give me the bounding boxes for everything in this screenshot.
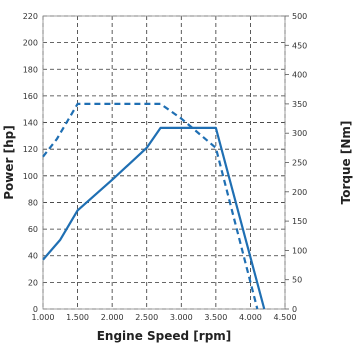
y-tick-label: 80 xyxy=(28,198,38,207)
x-axis-ticks: 1.000 1.500 2.000 2.500 3.000 3.500 4.000 4.500 xyxy=(32,313,297,322)
x-tick-label: 4.500 xyxy=(274,313,297,322)
plot-frame xyxy=(42,15,286,310)
y-tick-label: 220 xyxy=(23,12,38,21)
x-tick-label: 4.000 xyxy=(239,313,262,322)
y2-tick-label: 50 xyxy=(292,276,302,285)
power-series-line xyxy=(42,126,266,310)
y-axis-title: Power [hp] xyxy=(2,125,16,199)
x-tick-label: 1.500 xyxy=(66,313,89,322)
y-tick-label: 120 xyxy=(23,145,38,154)
grid-lines xyxy=(42,15,286,310)
y-tick-label: 160 xyxy=(23,92,38,101)
y-tick-label: 140 xyxy=(23,119,38,128)
y2-tick-label: 250 xyxy=(292,159,307,168)
series-group xyxy=(42,102,266,310)
y2-axis-ticks: 0 50 100 150 200 250 300 350 400 450 500 xyxy=(285,12,307,314)
y-tick-label: 100 xyxy=(23,172,38,181)
y-tick-label: 60 xyxy=(28,225,38,234)
y2-tick-label: 500 xyxy=(292,12,307,21)
y-tick-label: 0 xyxy=(33,305,38,314)
y2-axis-title: Torque [Nm] xyxy=(339,121,353,205)
y-tick-label: 180 xyxy=(23,65,38,74)
x-axis-title: Engine Speed [rpm] xyxy=(97,329,232,343)
y2-tick-label: 400 xyxy=(292,71,307,80)
y2-tick-label: 350 xyxy=(292,100,307,109)
x-tick-label: 3.000 xyxy=(170,313,193,322)
y-axis-ticks: 0 20 40 60 80 100 120 140 160 180 200 220 xyxy=(23,12,38,314)
y2-tick-label: 150 xyxy=(292,217,307,226)
y2-tick-label: 200 xyxy=(292,188,307,197)
torque-series-line xyxy=(42,102,259,310)
x-tick-label: 2.000 xyxy=(101,313,124,322)
y-tick-label: 200 xyxy=(23,39,38,48)
y-tick-label: 40 xyxy=(28,252,38,261)
x-tick-label: 1.000 xyxy=(32,313,55,322)
y2-tick-label: 100 xyxy=(292,246,307,255)
y2-tick-label: 450 xyxy=(292,41,307,50)
y2-tick-label: 300 xyxy=(292,129,307,138)
x-tick-label: 3.500 xyxy=(204,313,227,322)
y2-tick-label: 0 xyxy=(292,305,297,314)
x-tick-label: 2.500 xyxy=(135,313,158,322)
y-tick-label: 20 xyxy=(28,278,38,287)
